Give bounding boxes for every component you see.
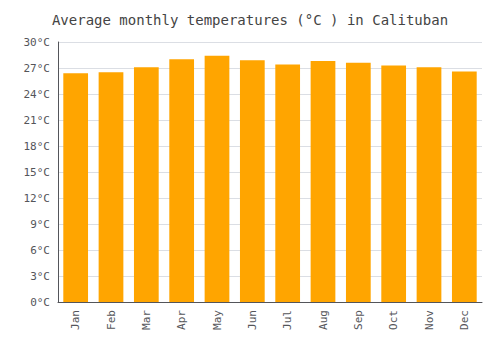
svg-text:May: May — [211, 310, 224, 330]
svg-text:3°C: 3°C — [30, 270, 50, 283]
svg-text:Jun: Jun — [246, 310, 259, 330]
svg-text:Nov: Nov — [423, 310, 436, 330]
svg-text:Oct: Oct — [387, 310, 400, 330]
svg-text:Average monthly temperatures (: Average monthly temperatures (°C ) in Ca… — [52, 12, 448, 28]
svg-text:9°C: 9°C — [30, 218, 50, 231]
svg-text:Sep: Sep — [352, 310, 365, 330]
svg-text:15°C: 15°C — [24, 166, 51, 179]
svg-text:Apr: Apr — [175, 310, 188, 330]
svg-text:12°C: 12°C — [24, 192, 51, 205]
svg-text:18°C: 18°C — [24, 140, 51, 153]
svg-text:Aug: Aug — [317, 310, 330, 330]
svg-text:Feb: Feb — [105, 310, 118, 330]
svg-text:Jan: Jan — [69, 310, 82, 330]
svg-text:21°C: 21°C — [24, 114, 51, 127]
svg-text:24°C: 24°C — [24, 88, 51, 101]
svg-text:27°C: 27°C — [24, 62, 51, 75]
svg-text:Jul: Jul — [281, 310, 294, 330]
svg-text:30°C: 30°C — [24, 36, 51, 49]
svg-text:6°C: 6°C — [30, 244, 50, 257]
svg-text:Dec: Dec — [458, 310, 471, 330]
svg-text:Mar: Mar — [140, 310, 153, 330]
svg-text:0°C: 0°C — [30, 296, 50, 309]
